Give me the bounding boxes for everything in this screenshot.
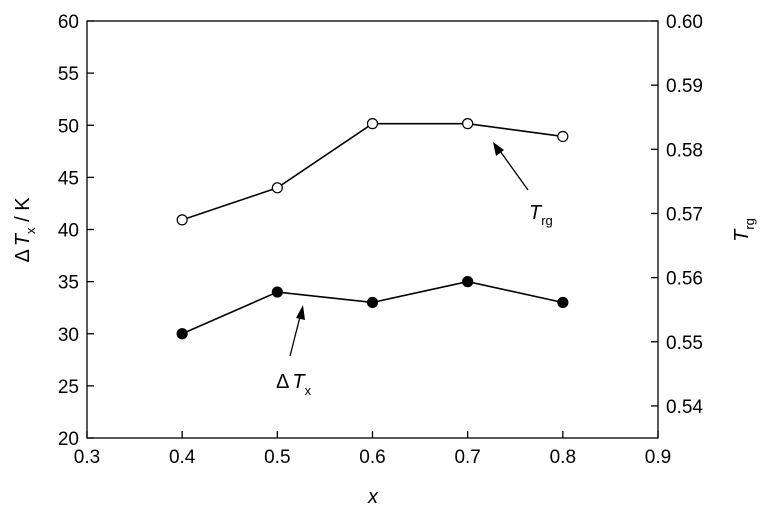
y-left-tick-label: 20 [58,429,79,450]
y-left-label-sub: x [23,227,38,234]
x-tick-label: 0.4 [169,447,196,468]
y-left-tick-label: 55 [58,64,79,85]
y-right-label-t: T [731,228,753,242]
annotation-trg-sub: rg [541,213,553,228]
x-tick-label: 0.9 [645,447,671,468]
series-trg-point [462,118,474,130]
y-left-tick-label: 25 [58,377,79,398]
annotation-trg-t: T [529,202,543,224]
y-right-axis-label: Trg [731,218,757,242]
y-left-tick-label: 30 [58,325,79,346]
y-left-tick-label: 45 [58,168,79,189]
annotation-delta-tx-sub: x [305,383,312,398]
y-right-label-sub: rg [742,218,757,230]
series-delta-tx-point [462,276,474,288]
plot-frame [86,20,659,439]
axes [86,20,659,439]
x-tick-label: 0.5 [264,447,290,468]
annotation-trg-arrowhead [493,142,504,156]
y-right-tick-label: 0.59 [666,76,703,97]
annotation-trg-arrow-line [499,150,529,191]
annotation-delta-tx-arrow-line [289,312,302,357]
series-trg-point [176,214,188,226]
y-right-tick-label: 0.57 [666,204,703,225]
y-right-tick-label: 0.55 [666,333,703,354]
y-left-label-t: T [12,232,34,246]
series-delta-tx-point [176,328,188,340]
x-tick-label: 0.7 [454,447,480,468]
y-right-tick-label: 0.56 [666,269,703,290]
series-delta-tx-point [271,286,283,298]
x-axis-label: x [367,486,379,508]
y-left-tick-label: 35 [58,273,79,294]
y-left-tick-label: 60 [58,12,79,33]
y-right-tick-label: 0.58 [666,140,703,161]
y-left-label-unit: / K [12,197,34,228]
y-left-tick-label: 50 [58,116,79,137]
annotation-delta-tx: Δ Tx [276,305,312,398]
annotation-delta-tx-delta: Δ [276,371,289,393]
y-left-axis-label: ΔTx / K [12,197,38,263]
annotation-trg: Trg [493,142,553,228]
annotation-delta-tx-arrowhead [296,305,305,320]
annotation-delta-tx-t: T [292,371,306,393]
y-right-tick-label: 0.54 [666,397,703,418]
series [176,118,569,340]
series-delta-tx-point [557,296,569,309]
series-trg-point [271,182,283,194]
series-trg-point [557,130,569,143]
x-tick-label: 0.8 [550,447,576,468]
x-tick-label: 0.6 [359,447,385,468]
series-trg-line [181,122,563,221]
annotation-delta-tx-label: Δ Tx [276,371,312,398]
annotation-trg-label: Trg [529,202,553,228]
y-left-label-delta: Δ [12,249,34,262]
x-tick-label: 0.3 [74,447,100,468]
series-trg-point [366,118,379,130]
ticks: 0.3 0.4 0.5 0.6 0.7 0.8 0.9 20 25 30 35 40 45 50 55 60 0… [58,12,704,468]
series-delta-tx-point [366,296,379,309]
y-left-tick-label: 40 [58,221,79,242]
y-right-tick-label: 0.60 [666,12,703,33]
